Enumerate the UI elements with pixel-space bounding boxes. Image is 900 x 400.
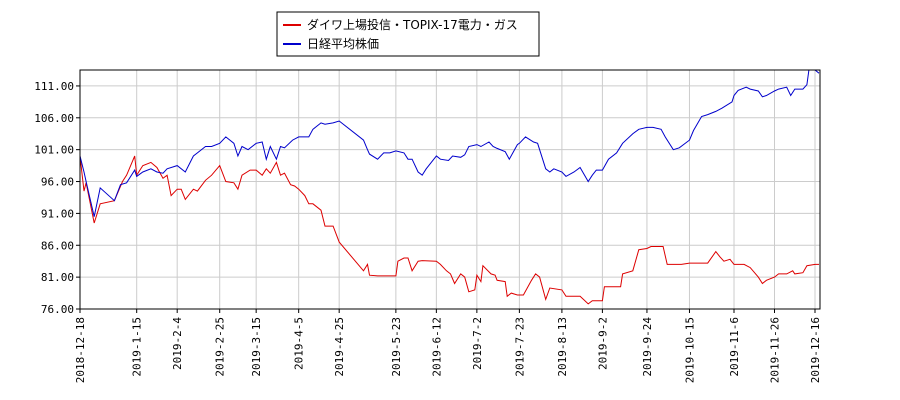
x-tick-label: 2019-7-23 [513, 317, 526, 377]
x-tick-label: 2019-11-6 [728, 317, 741, 377]
series-line-nikkei-average [79, 69, 820, 217]
y-tick-label: 91.00 [41, 207, 74, 220]
legend-box [276, 11, 540, 57]
y-tick-label: 86.00 [41, 239, 74, 252]
x-tick-label: 2019-2-25 [214, 317, 227, 377]
x-axis-ticks: 2018-12-18 2019-1-15 2019-2-4 2019-2-25 2019… [74, 309, 822, 383]
x-tick-label: 2019-3-15 [250, 317, 263, 377]
y-tick-label: 96.00 [41, 176, 74, 189]
x-tick-label: 2019-10-15 [683, 317, 696, 383]
plot-frame [79, 69, 821, 310]
legend-label: 日経平均株価 [307, 36, 379, 51]
y-tick-label: 111.00 [34, 80, 74, 93]
axes [79, 69, 821, 310]
legend-label: ダイワ上場投信・TOPIX-17電力・ガス [307, 17, 518, 32]
x-tick-label: 2019-8-13 [556, 317, 569, 377]
series-line-electric-gas-etf [79, 155, 819, 305]
series-lines [79, 69, 820, 305]
x-tick-label: 2019-7-2 [471, 317, 484, 370]
y-tick-label: 106.00 [34, 112, 74, 125]
y-tick-label: 101.00 [34, 144, 74, 157]
y-axis-ticks: 76.00 81.00 86.00 91.00 96.00 101.00 106.00 111… [34, 80, 80, 316]
x-tick-label: 2019-9-24 [641, 317, 654, 377]
y-tick-label: 81.00 [41, 271, 74, 284]
x-tick-label: 2019-9-2 [596, 317, 609, 370]
x-tick-label: 2019-1-15 [131, 317, 144, 377]
x-tick-label: 2019-12-16 [809, 317, 822, 383]
x-tick-label: 2019-4-25 [333, 317, 346, 377]
y-tick-label: 76.00 [41, 303, 74, 316]
x-tick-label: 2018-12-18 [74, 317, 87, 383]
x-tick-label: 2019-2-4 [171, 317, 184, 370]
x-tick-label: 2019-6-12 [430, 317, 443, 377]
x-tick-label: 2019-5-23 [390, 317, 403, 377]
x-tick-label: 2019-11-26 [769, 317, 782, 383]
x-tick-label: 2019-4-5 [293, 317, 306, 370]
